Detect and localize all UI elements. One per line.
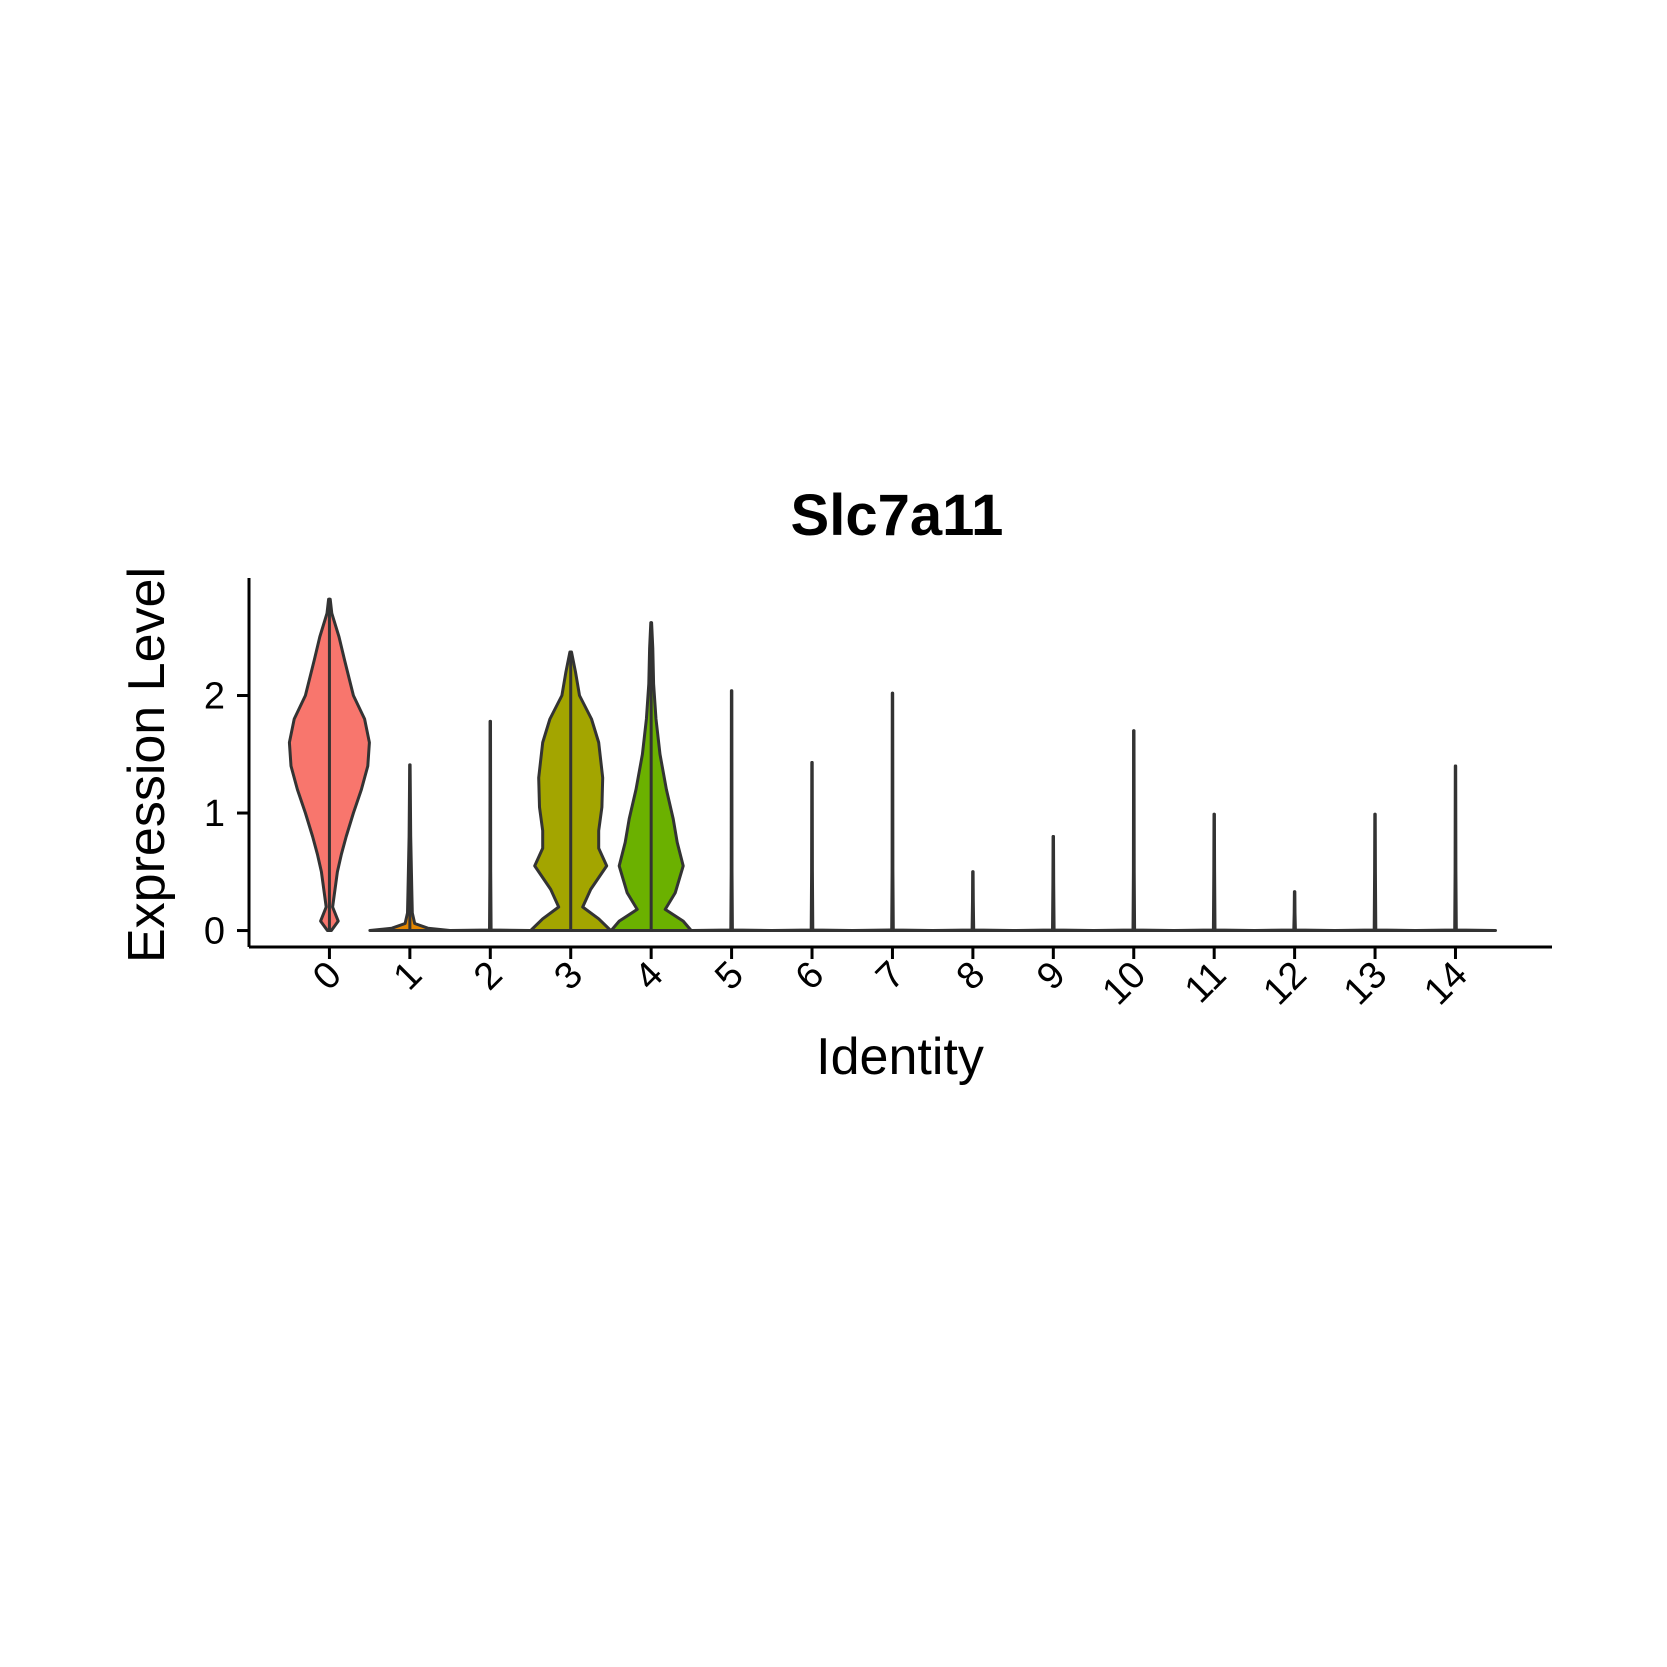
violin-group xyxy=(287,597,1497,933)
x-tick-label: 3 xyxy=(546,954,591,999)
x-tick-label: 14 xyxy=(1416,954,1476,1014)
x-tick-group: 0 1 2 3 4 5 6 7 8 9 10 11 12 13 14 xyxy=(305,947,1476,1013)
x-tick-label: 10 xyxy=(1095,954,1155,1014)
x-tick-label: 4 xyxy=(627,954,672,999)
x-tick-label: 12 xyxy=(1255,954,1315,1014)
x-tick-label: 5 xyxy=(707,954,752,999)
x-tick-label: 8 xyxy=(949,954,994,999)
y-tick-label: 1 xyxy=(204,793,225,835)
x-tick-label: 13 xyxy=(1336,954,1396,1014)
y-tick-label: 0 xyxy=(204,911,225,953)
chart-title: Slc7a11 xyxy=(791,483,1004,548)
x-tick-label: 0 xyxy=(305,954,350,999)
x-tick-label: 11 xyxy=(1177,954,1235,1012)
x-tick-label: 2 xyxy=(466,954,511,999)
y-tick-label: 2 xyxy=(204,676,225,718)
x-tick-label: 7 xyxy=(868,954,913,999)
y-tick-group: 0 1 2 xyxy=(204,676,249,953)
x-tick-label: 6 xyxy=(788,954,833,999)
x-axis-title: Identity xyxy=(816,1028,984,1086)
x-tick-label: 1 xyxy=(386,954,431,999)
x-tick-label: 9 xyxy=(1029,954,1074,999)
y-axis-title: Expression Level xyxy=(118,567,176,963)
